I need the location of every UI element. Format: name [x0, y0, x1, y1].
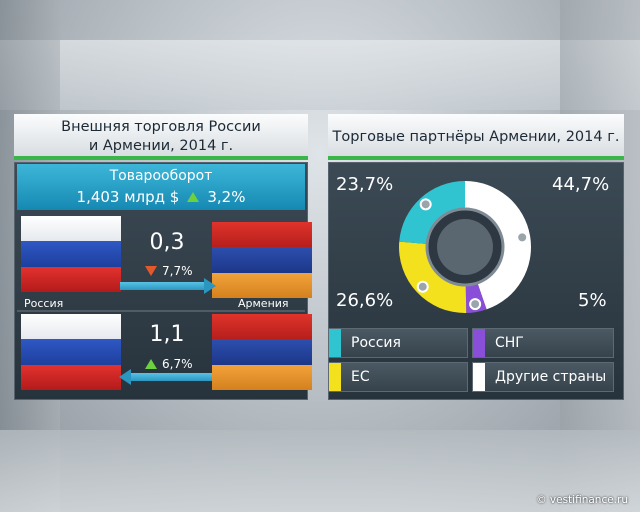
donut-slice-3	[399, 181, 465, 245]
arrow-right-icon	[204, 278, 216, 294]
armenia-flag-icon	[212, 222, 312, 298]
turnover-box: Товарооборот 1,403 млрд $ 3,2%	[17, 164, 305, 210]
up-arrow-icon-2	[145, 359, 157, 369]
legend-swatch-other	[473, 363, 485, 391]
legend-label-russia: Россия	[351, 335, 401, 351]
slice-label-russia: 23,7%	[336, 174, 394, 195]
russia-flag-icon	[21, 216, 121, 292]
slice-marker-1	[469, 298, 482, 311]
import-change: 6,7%	[145, 357, 193, 371]
left-panel-title: Внешняя торговля России и Армении, 2014 …	[14, 114, 308, 160]
row-divider	[17, 310, 305, 312]
turnover-label: Товарооборот	[109, 168, 213, 184]
export-arrow	[120, 282, 206, 290]
russia-label: Россия	[24, 297, 64, 310]
donut-slice-2	[399, 241, 467, 313]
arrow-left-icon	[119, 369, 131, 385]
slice-label-eu: 26,6%	[336, 290, 394, 311]
legend-item-cis: СНГ	[472, 328, 614, 358]
slice-marker-0	[516, 231, 529, 244]
down-arrow-icon	[145, 266, 157, 276]
right-panel-title: Торговые партнёры Армении, 2014 г.	[328, 114, 624, 160]
slice-label-cis: 5%	[578, 290, 607, 311]
export-change: 7,7%	[145, 264, 193, 278]
import-value: 1,1	[149, 322, 185, 347]
donut-chart	[399, 181, 531, 313]
slice-marker-2	[416, 280, 429, 293]
export-change-text: 7,7%	[162, 264, 193, 278]
legend-swatch-cis	[473, 329, 485, 357]
armenia-label: Армения	[238, 297, 289, 310]
import-arrow	[130, 373, 212, 381]
legend-item-russia: Россия	[328, 328, 468, 358]
left-title-line1: Внешняя торговля России	[61, 119, 261, 135]
donut-center	[437, 219, 493, 275]
legend-item-other: Другие страны	[472, 362, 614, 392]
background-band	[0, 40, 640, 110]
background-floor	[0, 430, 640, 512]
watermark: © vestifinance.ru	[536, 494, 628, 506]
left-title-line2: и Армении, 2014 г.	[88, 138, 234, 154]
turnover-change: 3,2%	[207, 188, 246, 206]
legend-item-eu: ЕС	[328, 362, 468, 392]
armenia-flag-icon-2	[212, 314, 312, 390]
legend-swatch-eu	[329, 363, 341, 391]
russia-flag-icon-2	[21, 314, 121, 390]
turnover-value: 1,403 млрд $	[76, 188, 180, 206]
export-value: 0,3	[149, 230, 185, 255]
legend-swatch-russia	[329, 329, 341, 357]
legend-label-eu: ЕС	[351, 369, 370, 385]
legend-label-cis: СНГ	[495, 335, 524, 351]
slice-marker-3	[419, 198, 432, 211]
import-change-text: 6,7%	[162, 357, 193, 371]
slice-label-other: 44,7%	[552, 174, 610, 195]
legend-label-other: Другие страны	[495, 369, 607, 385]
up-arrow-icon	[187, 192, 200, 202]
